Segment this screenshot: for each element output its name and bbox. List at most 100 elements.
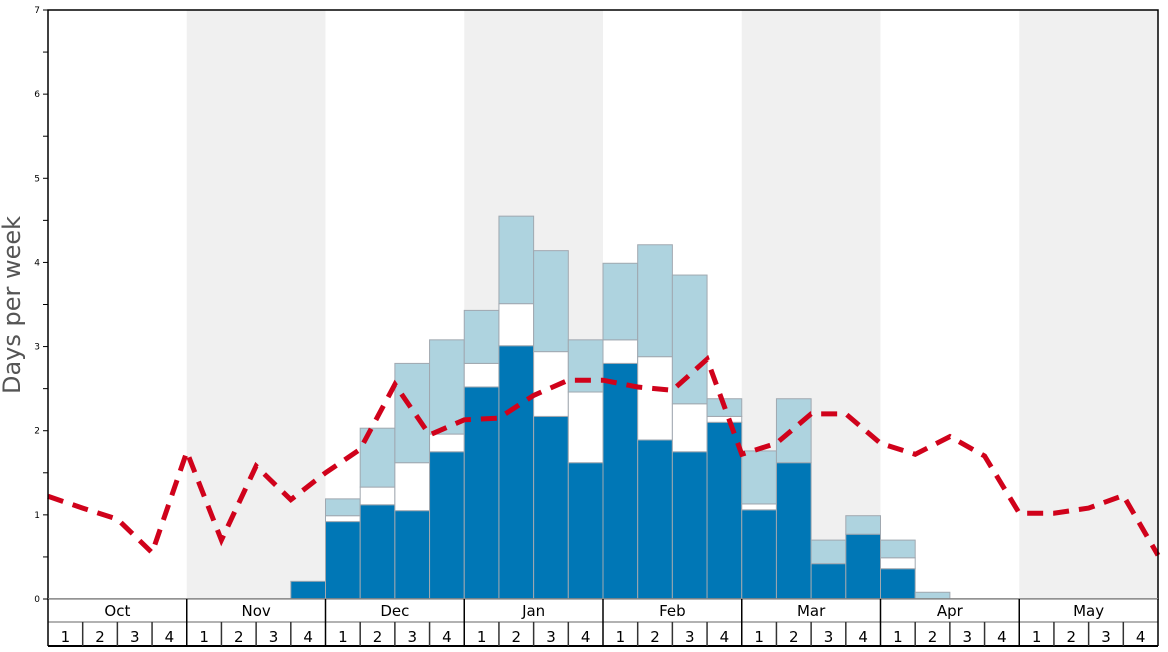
bar-light [810,539,847,565]
bar-dark [533,415,569,600]
week-label: 4 [165,628,175,646]
week-label: 1 [754,628,764,646]
week-label: 4 [442,628,452,646]
week-label: 2 [234,628,244,646]
month-label: Oct [104,602,130,620]
bar-dark [880,568,916,600]
bar-white [637,356,673,441]
week-label: 1 [199,628,209,646]
month-label: Feb [659,602,686,620]
y-tick-label: 7 [34,6,40,16]
bar-light [880,539,916,559]
month-label: Nov [241,602,270,620]
bar-white [567,391,604,464]
week-label: 4 [303,628,313,646]
bar-light [914,591,951,600]
week-label: 2 [373,628,383,646]
bar-dark [706,421,743,600]
bar-light [498,215,535,305]
bar-dark [325,521,361,600]
y-tick-label: 6 [34,90,40,100]
bar-dark [637,439,673,600]
month-band [1019,10,1158,599]
bar-light [845,515,881,535]
week-label: 1 [1032,628,1042,646]
week-label: 2 [789,628,799,646]
bar-light [394,362,431,464]
week-label: 3 [130,628,140,646]
bar-dark [845,533,881,600]
bar-light [602,262,639,341]
week-label: 1 [61,628,71,646]
month-label: Jan [521,602,545,620]
week-label: 3 [824,628,834,646]
week-label: 2 [1067,628,1077,646]
bar-dark [567,462,604,600]
bar-light [775,398,812,464]
month-label: May [1073,602,1104,620]
week-label: 2 [650,628,660,646]
bar-white [429,433,465,453]
month-label: Dec [380,602,409,620]
bar-white [498,303,535,347]
week-label: 4 [1136,628,1146,646]
bar-white [325,515,361,523]
bar-dark [290,580,326,600]
bar-white [359,486,396,506]
bar-light [429,339,465,435]
bar-light [463,309,500,364]
bar-white [394,462,431,512]
bar-dark [810,563,847,600]
y-axis-label: Days per week [0,216,26,394]
bar-light [533,250,569,353]
week-label: 3 [546,628,556,646]
bar-dark [775,462,812,600]
bar-dark [394,510,431,600]
bar-light [741,450,777,505]
month-label: Apr [937,602,964,620]
bar-white [602,339,639,364]
bar-white [463,362,500,388]
average-line [47,354,1161,558]
month-band [186,10,326,599]
bar-light [325,498,361,517]
week-label: 1 [616,628,626,646]
week-label: 3 [962,628,972,646]
week-label: 3 [1101,628,1111,646]
month-label: Mar [797,602,826,620]
y-tick-label: 3 [34,343,40,353]
bar-dark [359,504,396,600]
y-tick-label: 5 [34,174,40,184]
week-label: 3 [407,628,417,646]
week-label: 3 [685,628,695,646]
bar-white [741,503,777,511]
week-label: 4 [581,628,591,646]
bar-light [567,339,604,393]
week-label: 4 [997,628,1007,646]
week-label: 2 [928,628,938,646]
week-label: 3 [269,628,279,646]
bar-dark [741,509,777,600]
bar-dark [429,451,465,600]
y-tick-label: 0 [34,595,40,605]
week-label: 1 [338,628,348,646]
y-tick-label: 4 [34,258,40,268]
bar-dark [602,362,639,600]
bar-white [706,415,743,423]
bar-white [880,557,916,570]
week-label: 1 [893,628,903,646]
bar-dark [498,345,535,600]
week-label: 1 [477,628,487,646]
week-label: 4 [720,628,730,646]
y-tick-label: 2 [34,427,40,437]
week-label: 2 [95,628,105,646]
bars [290,215,951,600]
axes: 0 1 2 3 4 5 6 7 Oct 1 2 3 4 Nov 1 2 3 4 Dec 1 2 3 4 Jan 1 2 3 4 Feb 1… [34,6,1159,648]
week-label: 2 [512,628,522,646]
average-line-path [47,354,1161,558]
week-label: 4 [858,628,868,646]
bar-light [637,244,673,358]
y-tick-label: 1 [34,511,40,521]
bar-white [671,403,708,453]
